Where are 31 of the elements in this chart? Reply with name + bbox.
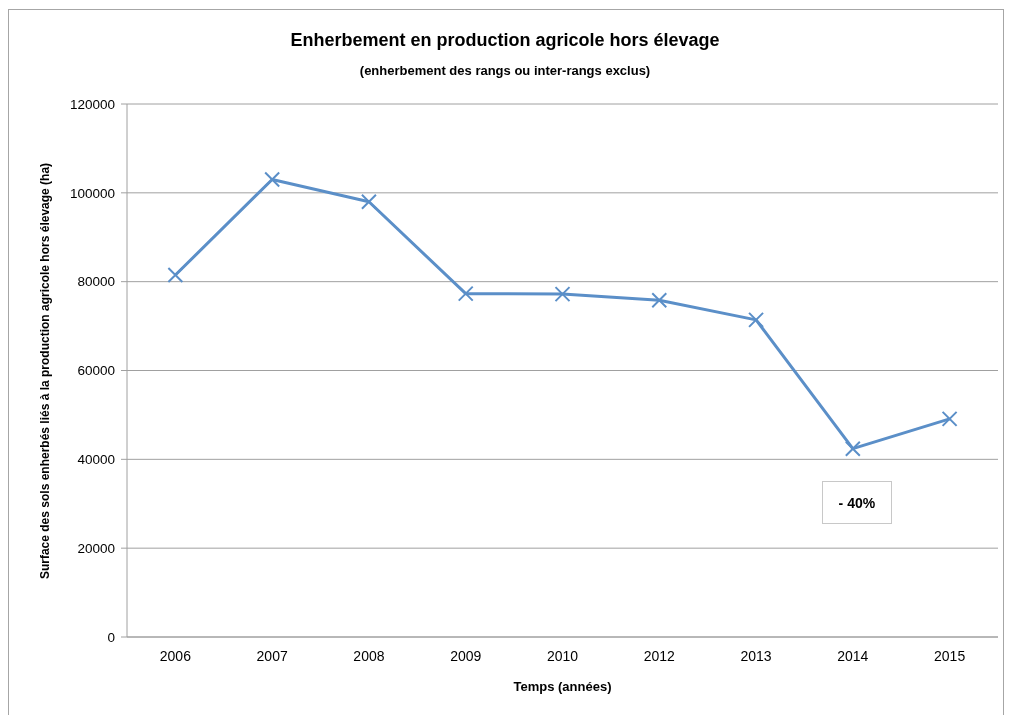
point xyxy=(844,440,861,457)
y-tick-label: 40000 xyxy=(77,452,115,468)
x-tick-label: 2012 xyxy=(643,647,676,664)
x-tick-label: 2014 xyxy=(837,647,869,664)
y-tick-label: 20000 xyxy=(77,540,115,556)
point xyxy=(554,286,571,303)
x-axis-title: Temps (années) xyxy=(512,679,613,694)
point xyxy=(457,285,474,302)
point xyxy=(360,193,377,210)
y-tick-label: 120000 xyxy=(69,96,115,112)
x-tick-label: 2008 xyxy=(353,647,385,664)
y-tick-label: 100000 xyxy=(69,185,115,201)
annotation: - 40% xyxy=(838,494,876,511)
x-tick-label: 2007 xyxy=(256,647,288,664)
point xyxy=(748,311,765,328)
point xyxy=(167,267,184,283)
y-tick-label: 0 xyxy=(107,629,115,645)
point xyxy=(264,171,281,188)
x-tick-label: 2006 xyxy=(159,647,192,664)
note-box: - 40% xyxy=(821,481,892,524)
x-tick-label: 2013 xyxy=(740,647,772,664)
x-tick-label: 2015 xyxy=(934,647,966,664)
point xyxy=(651,292,668,309)
chart-subtitle: (enherbement des rangs ou inter-rangs exclus) xyxy=(358,63,652,78)
x-tick-label: 2009 xyxy=(450,647,482,664)
y-tick-label: 80000 xyxy=(77,274,115,290)
y-tick-label: 60000 xyxy=(77,363,115,379)
chart-title: Enherbement en production agricole hors élevage xyxy=(289,30,721,51)
point xyxy=(941,410,958,427)
x-tick-label: 2010 xyxy=(546,647,579,664)
y-axis-title: Surface des sols enherbés liés à la production agricole hors élevage (ha) xyxy=(38,162,52,579)
